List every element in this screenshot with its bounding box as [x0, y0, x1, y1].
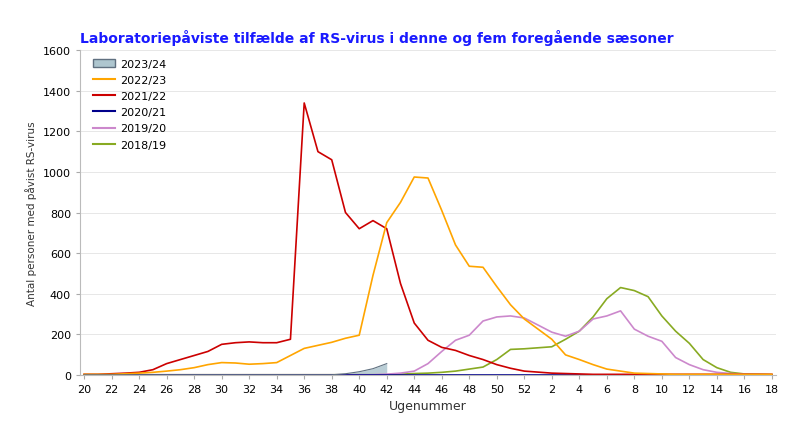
X-axis label: Ugenummer: Ugenummer	[389, 400, 467, 412]
Y-axis label: Antal personer med påvist RS-virus: Antal personer med påvist RS-virus	[26, 121, 38, 305]
Text: Laboratoriepåviste tilfælde af RS-virus i denne og fem foregående sæsoner: Laboratoriepåviste tilfælde af RS-virus …	[80, 30, 674, 46]
Legend: 2023/24, 2022/23, 2021/22, 2020/21, 2019/20, 2018/19: 2023/24, 2022/23, 2021/22, 2020/21, 2019…	[93, 60, 166, 150]
